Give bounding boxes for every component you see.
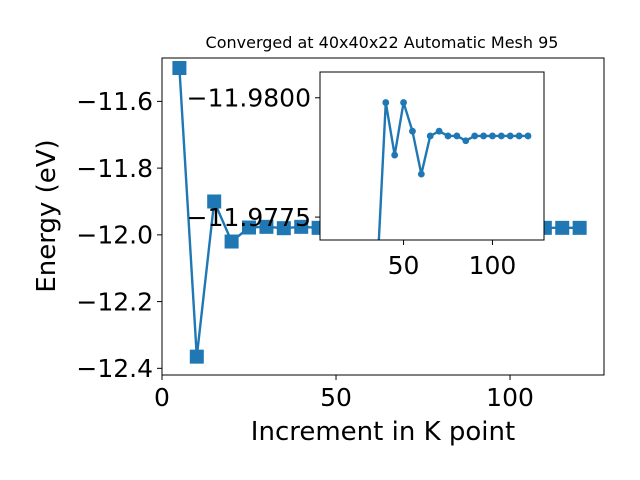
inset-data-point	[453, 132, 461, 140]
y-axis-label: Energy (eV)	[32, 139, 62, 292]
inset-y-tick-label: −11.9800	[187, 84, 311, 113]
inset-data-marks	[373, 99, 532, 283]
inset-data-point	[471, 132, 479, 140]
inset-data-point	[417, 170, 425, 178]
inset-data-point	[480, 132, 487, 140]
inset-data-point	[524, 132, 532, 140]
main-x-tick-label: 50	[320, 383, 352, 412]
inset-data-point	[382, 99, 390, 106]
main-data-point	[572, 220, 587, 235]
inset-data-point	[489, 132, 496, 140]
inset-data-point	[435, 127, 443, 135]
main-plot-frame	[161, 57, 605, 376]
inset-data-point	[444, 132, 452, 140]
inset-data-point	[373, 276, 380, 283]
inset-data-point	[506, 132, 514, 140]
inset-data-point	[400, 99, 407, 106]
inset-data-point	[462, 137, 470, 145]
main-data-point	[242, 220, 257, 235]
main-data-point	[189, 349, 204, 364]
main-y-tick-label: −12.2	[76, 287, 153, 316]
inset-x-tick-label: 50	[388, 251, 420, 280]
inset-data-point	[426, 132, 434, 140]
chart-title: Converged at 40x40x22 Automatic Mesh 95	[206, 33, 559, 52]
main-x-tick-label: 100	[486, 383, 534, 412]
inset-plot: 50 100 −11.9775 −11.9800	[187, 71, 545, 283]
main-y-tick-label: −12.4	[76, 354, 153, 383]
inset-data-point	[409, 127, 416, 135]
main-data-point	[172, 61, 187, 76]
inset-y-tick-label: −11.9775	[187, 203, 311, 232]
main-data-point	[207, 194, 222, 209]
inset-x-tick-label: 100	[469, 251, 517, 280]
main-x-tick-label: 0	[154, 383, 170, 412]
inset-background	[320, 72, 544, 240]
main-data-point	[259, 219, 274, 234]
main-data-point	[294, 219, 309, 234]
inset-plot-frame	[319, 71, 545, 241]
main-y-tick-label: −12.0	[76, 221, 153, 250]
inset-axis-ticks: 50 100 −11.9775 −11.9800	[187, 84, 517, 280]
main-data-point	[555, 220, 570, 235]
inset-data-point	[391, 151, 399, 159]
main-y-tick-label: −11.8	[76, 154, 153, 183]
main-y-tick-label: −11.6	[76, 87, 153, 116]
inset-data-point	[497, 132, 505, 140]
main-data-point	[276, 221, 291, 236]
x-axis-label: Increment in K point	[251, 417, 515, 447]
inset-data-point	[515, 132, 523, 140]
main-data-point	[224, 234, 239, 249]
main-axis-ticks: 0 50 100 −12.4 −12.2 −12.0 −11.8 −11.6	[76, 87, 534, 412]
